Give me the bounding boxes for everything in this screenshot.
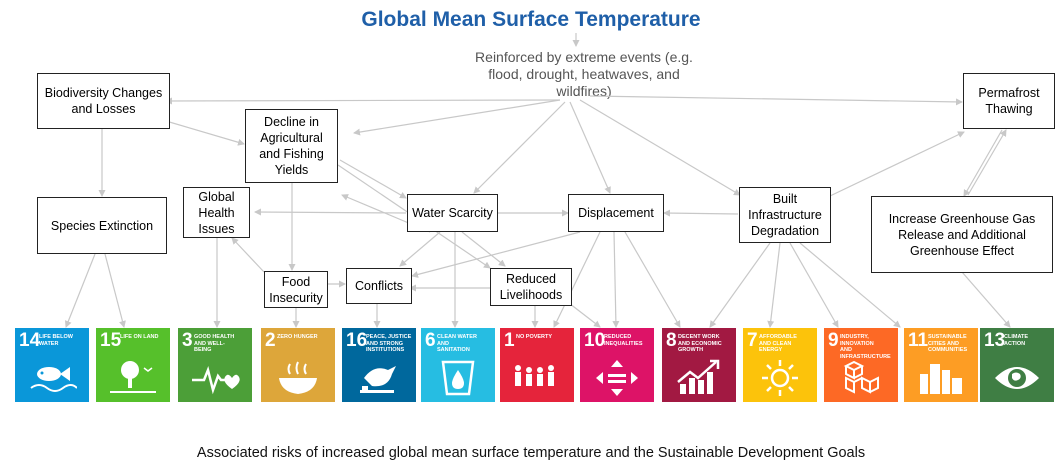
sdg-tile-15: 15 LIFE ON LAND	[96, 328, 170, 402]
sdg-label: LIFE ON LAND	[120, 334, 159, 340]
sdg-number: 14	[19, 330, 41, 351]
sdg-label: DECENT WORK AND ECONOMIC GROWTH	[678, 334, 722, 353]
bowl-icon	[273, 358, 323, 398]
sdg-tile-7: 7 AFFORDABLE AND CLEAN ENERGY	[743, 328, 817, 402]
diagram-title: Global Mean Surface Temperature	[361, 8, 701, 31]
sdg-tile-3: 3 GOOD HEALTH AND WELL-BEING	[178, 328, 252, 402]
sdg-number: 1	[504, 330, 515, 351]
figure-caption: Associated risks of increased global mea…	[196, 445, 866, 461]
sdg-label: GOOD HEALTH AND WELL-BEING	[194, 334, 235, 353]
sdg-tile-16: 16 PEACE, JUSTICE AND STRONG INSTITUTIONS	[342, 328, 416, 402]
water-drop-icon	[433, 358, 483, 398]
sdg-label: SUSTAINABLE CITIES AND COMMUNITIES	[928, 334, 968, 353]
sdg-tile-9: 9 INDUSTRY, INNOVATION AND INFRASTRUCTURE	[824, 328, 898, 402]
node-displacement: Displacement	[568, 194, 664, 232]
node-decline-agricultural-fishing: Decline in Agricultural and Fishing Yiel…	[245, 109, 338, 183]
sdg-label: INDUSTRY, INNOVATION AND INFRASTRUCTURE	[840, 334, 891, 360]
sdg-number: 10	[584, 330, 606, 351]
sdg-number: 16	[346, 330, 368, 351]
node-biodiversity: Biodiversity Changes and Losses	[37, 73, 170, 129]
family-icon	[512, 358, 562, 398]
sdg-tile-14: 14 LIFE BELOW WATER	[15, 328, 89, 402]
sdg-label: REDUCED INEQUALITIES	[604, 334, 643, 347]
node-food-insecurity: Food Insecurity	[264, 271, 328, 308]
sdg-number: 11	[908, 330, 929, 351]
node-reduced-livelihoods: Reduced Livelihoods	[490, 268, 572, 306]
dove-icon	[354, 358, 404, 398]
sdg-tile-8: 8 DECENT WORK AND ECONOMIC GROWTH	[662, 328, 736, 402]
node-water-scarcity: Water Scarcity	[407, 194, 498, 232]
sdg-number: 13	[984, 330, 1006, 351]
sdg-number: 8	[666, 330, 677, 351]
tree-icon	[108, 358, 158, 398]
sdg-tile-2: 2 ZERO HUNGER	[261, 328, 335, 402]
fish-icon	[27, 358, 78, 398]
sdg-tile-6: 6 CLEAN WATER AND SANITATION	[421, 328, 495, 402]
sdg-label: AFFORDABLE AND CLEAN ENERGY	[759, 334, 797, 353]
sdg-tile-10: 10 REDUCED INEQUALITIES	[580, 328, 654, 402]
sdg-tile-13: 13 CLIMATE ACTION	[980, 328, 1054, 402]
sdg-number: 3	[182, 330, 193, 351]
extreme-events-note: Reinforced by extreme events (e.g. flood…	[475, 49, 693, 99]
cubes-icon	[836, 358, 886, 398]
sdg-number: 15	[100, 330, 122, 351]
sdg-number: 6	[425, 330, 436, 351]
eye-globe-icon	[992, 358, 1042, 398]
sdg-tile-1: 1 NO POVERTY	[500, 328, 574, 402]
sdg-label: LIFE BELOW WATER	[39, 334, 73, 347]
node-species-extinction: Species Extinction	[37, 197, 167, 254]
node-greenhouse-gas: Increase Greenhouse Gas Release and Addi…	[871, 196, 1053, 273]
growth-chart-icon	[674, 358, 724, 398]
sdg-label: PEACE, JUSTICE AND STRONG INSTITUTIONS	[366, 334, 412, 353]
heartbeat-icon	[190, 358, 240, 398]
sdg-label: NO POVERTY	[516, 334, 553, 340]
sdg-number: 7	[747, 330, 758, 351]
sdg-label: CLIMATE ACTION	[1004, 334, 1029, 347]
city-icon	[916, 358, 966, 398]
sdg-tile-11: 11 SUSTAINABLE CITIES AND COMMUNITIES	[904, 328, 978, 402]
node-conflicts: Conflicts	[346, 268, 412, 304]
node-global-health: Global Health Issues	[183, 187, 250, 238]
sun-icon	[755, 358, 805, 398]
sdg-number: 2	[265, 330, 276, 351]
sdg-label: CLEAN WATER AND SANITATION	[437, 334, 477, 353]
sdg-number: 9	[828, 330, 839, 351]
sdg-label: ZERO HUNGER	[277, 334, 318, 340]
node-built-infrastructure: Built Infrastructure Degradation	[739, 187, 831, 243]
node-permafrost: Permafrost Thawing	[963, 73, 1055, 129]
equality-icon	[592, 358, 642, 398]
